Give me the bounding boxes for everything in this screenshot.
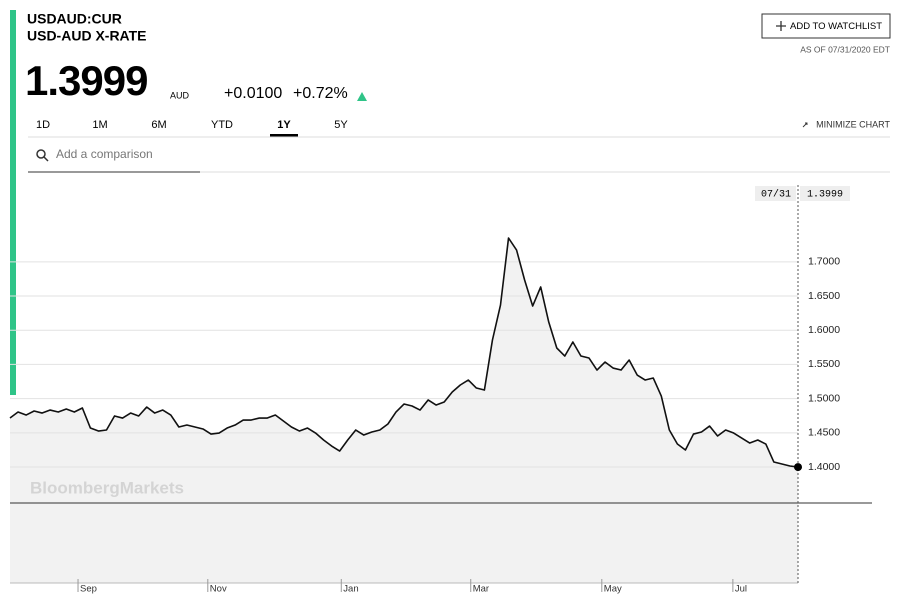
- y-tick-label: 1.5500: [808, 358, 840, 370]
- change: +0.0100: [224, 85, 282, 102]
- x-tick-label: Jan: [343, 584, 358, 595]
- currency: AUD: [170, 90, 190, 100]
- watchlist-button[interactable]: ADD TO WATCHLIST: [761, 13, 891, 39]
- search-icon-handle: [43, 156, 49, 162]
- y-tick-label: 1.4000: [808, 461, 840, 473]
- tab[interactable]: YTD: [211, 119, 233, 131]
- date-tag-bg: [755, 186, 796, 201]
- tab[interactable]: 6M: [151, 119, 166, 131]
- y-tick-label: 1.6000: [808, 324, 840, 336]
- y-tick-label: 1.7000: [808, 256, 840, 268]
- tab[interactable]: 1D: [36, 119, 50, 131]
- value-tag-bg: [800, 186, 850, 201]
- area-fill: [10, 238, 798, 583]
- x-tick-label: May: [604, 584, 622, 595]
- minimize-chart[interactable]: MINIMIZE CHART: [816, 119, 890, 129]
- up-arrow: [357, 92, 367, 101]
- y-tick-label: 1.5000: [808, 392, 840, 404]
- x-tick-label: Mar: [473, 584, 489, 595]
- minimize-icon: [802, 122, 808, 128]
- last-date: 07/31: [761, 189, 791, 201]
- watermark: BloombergMarkets: [30, 478, 184, 497]
- tabs: 1D 1M 6M YTD 1Y 5Y: [36, 119, 348, 137]
- chart: 1.4000 1.4500 1.5000 1.5500 1.6000 1.6500 1.70…: [9, 185, 872, 595]
- comparison-input[interactable]: Add a comparison: [56, 147, 153, 161]
- x-tick-label: Sep: [80, 584, 97, 595]
- price-line: [9, 237, 799, 468]
- plus-icon: [776, 21, 786, 31]
- price: 1.3999: [25, 57, 147, 104]
- search-icon: [36, 149, 46, 159]
- instrument-name: USD-AUD X-RATE: [27, 28, 147, 44]
- x-tick-label: Nov: [210, 584, 227, 595]
- button-label[interactable]: ADD TO WATCHLIST: [790, 21, 882, 32]
- ticker: USDAUD:CUR: [27, 11, 122, 27]
- tab[interactable]: 5Y: [334, 119, 348, 131]
- change-percent: +0.72%: [293, 85, 348, 102]
- tab[interactable]: 1M: [92, 119, 107, 131]
- as-of: AS OF 07/31/2020 EDT: [800, 44, 890, 54]
- tab[interactable]: 1Y: [277, 119, 291, 131]
- y-tick-label: 1.6500: [808, 290, 840, 302]
- x-tick-label: Jul: [735, 584, 747, 595]
- accent-bar: [10, 10, 16, 395]
- last-value: 1.3999: [807, 190, 843, 201]
- tab-underline: [270, 134, 298, 137]
- last-point: [794, 463, 802, 472]
- y-tick-label: 1.4500: [808, 427, 840, 439]
